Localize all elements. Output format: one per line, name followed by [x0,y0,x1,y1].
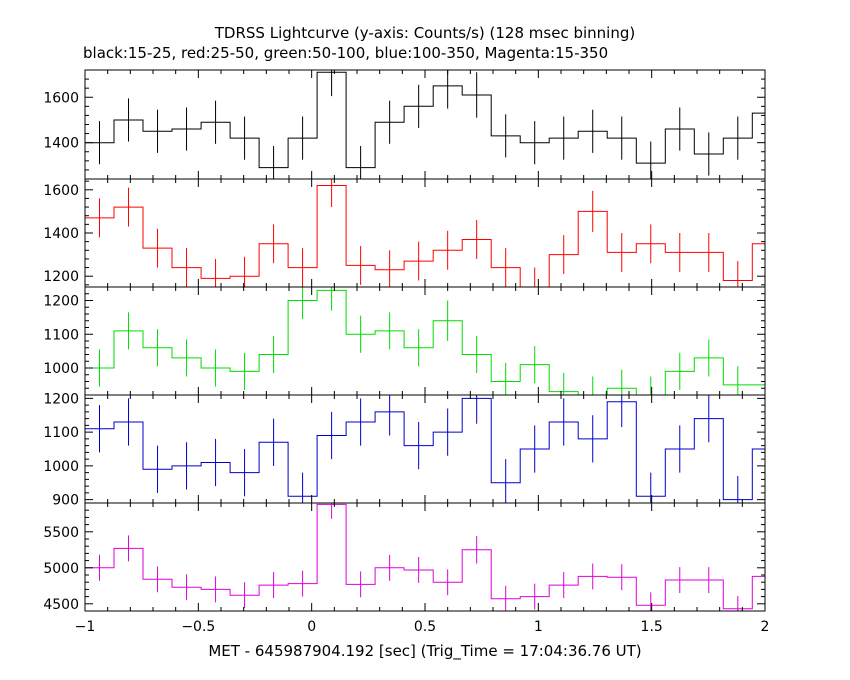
y-tick-label: 1000 [43,459,79,475]
panel-2: 1200 1400 1600 [43,178,766,288]
y-tick-label: 1200 [43,391,79,407]
series-step-line [85,503,765,610]
x-tick-label: −0.5 [181,619,215,635]
x-tick-label: 2 [761,619,770,635]
x-tick-label: 1 [534,619,543,635]
series-step-line [85,289,765,395]
chart-panels: 1400160012001400160010001100120090010001… [43,69,766,613]
chart-subtitle: black:15-25, red:25-50, green:50-100, bl… [83,44,608,62]
series-4 [85,395,765,503]
y-tick-label: 1200 [43,294,79,310]
panel-4: 900 1000 1100 1200 [43,391,766,509]
x-tick-label: 0 [307,619,316,635]
x-tick-label: −1 [75,619,96,635]
series-1 [85,70,765,179]
y-tick-label: 900 [52,493,79,509]
x-axis-label: MET - 645987904.192 [sec] (Trig_Time = 1… [208,642,641,661]
y-tick-label: 1100 [43,327,79,343]
chart-title: TDRSS Lightcurve (y-axis: Counts/s) (128… [214,24,635,42]
panel-5: 4500 5000 5500 [43,502,766,613]
series-step-line [85,185,765,287]
series-5 [85,503,765,611]
x-tick-label: 0.5 [414,619,436,635]
y-tick-label: 5000 [43,561,79,577]
series-3 [85,287,765,395]
y-tick-label: 1400 [43,136,79,152]
series-step-line [85,71,765,169]
y-tick-label: 1600 [43,183,79,199]
x-tick-label: 1.5 [641,619,663,635]
y-tick-label: 1200 [43,269,79,285]
y-tick-label: 1600 [43,90,79,106]
series-step-line [85,397,765,501]
y-tick-label: 1100 [43,425,79,441]
y-tick-label: 1400 [43,226,79,242]
panel-1: 1400 1600 [43,69,766,180]
panel-3: 1000 1100 1200 [43,286,766,396]
y-tick-label: 1000 [43,361,79,377]
y-tick-label: 5500 [43,525,79,541]
y-tick-label: 4500 [43,597,79,613]
series-2 [85,179,765,287]
x-axis: −1 −0.5 0 0.5 1 1.5 2 [75,619,770,635]
